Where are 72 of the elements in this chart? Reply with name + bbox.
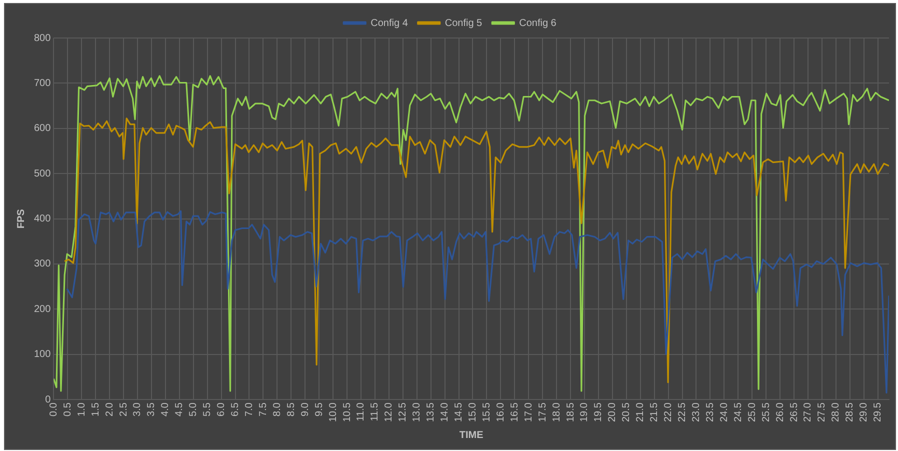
y-tick-label: 100 [34,349,52,360]
x-tick-label: 27.0 [802,402,814,422]
x-tick-label: 26.0 [774,402,786,422]
x-tick-label: 23.0 [690,402,702,422]
x-tick-label: 25.0 [746,402,758,422]
x-tick-label: 1.5 [90,402,102,416]
y-tick-label: 400 [34,214,52,225]
x-tick-label: 4.5 [174,402,186,416]
x-tick-label: 22.0 [663,402,674,422]
x-tick-label: 8.0 [272,402,283,416]
x-tick-label: 22.5 [677,402,688,422]
x-tick-label: 3.5 [146,402,158,416]
x-tick-label: 29.5 [872,402,884,422]
x-tick-label: 21.0 [635,402,646,422]
x-tick-label: 2.0 [104,402,116,416]
y-tick-label: 500 [34,168,52,180]
x-tick-label: 6.5 [230,402,242,416]
x-tick-label: 15.5 [481,402,492,422]
legend-label: Config 4 [370,18,408,29]
x-tick-label: 26.5 [788,402,800,422]
x-tick-label: 19.5 [593,402,604,422]
y-tick-label: 700 [34,78,52,89]
x-tick-label: 2.5 [118,402,130,416]
legend-label: Config 6 [519,18,557,29]
x-tick-label: 15.0 [467,402,478,422]
x-tick-label: 20.5 [621,402,632,422]
x-tick-label: 9.5 [314,402,325,416]
x-tick-label: 17.5 [537,402,548,422]
x-tick-label: 20.0 [607,402,618,422]
x-tick-label: 16.5 [509,402,520,422]
x-tick-label: 24.0 [718,402,730,422]
x-tick-label: 28.0 [830,402,842,422]
y-tick-label: 200 [34,304,52,315]
x-tick-label: 29.0 [858,402,870,422]
y-tick-label: 800 [34,32,52,44]
x-tick-label: 21.5 [649,402,660,422]
x-tick-label: 17.0 [523,402,534,422]
x-tick-label: 13.5 [426,402,437,422]
x-tick-label: 12.5 [398,402,409,422]
x-tick-label: 10.0 [328,402,339,422]
x-tick-label: 13.0 [412,402,423,422]
x-tick-label: 14.0 [440,402,451,422]
x-tick-label: 16.0 [495,402,506,422]
x-tick-label: 18.5 [565,402,576,422]
x-tick-label: 5.5 [202,402,214,416]
x-axis-title: TIME [459,430,484,441]
x-tick-label: 10.5 [342,402,353,422]
x-tick-label: 0.5 [62,402,74,416]
x-tick-label: 24.5 [732,402,744,422]
x-tick-label: 19.0 [579,402,590,422]
legend-label: Config 5 [444,18,483,29]
x-tick-label: 9.0 [300,402,311,416]
x-tick-label: 11.0 [356,402,367,422]
x-tick-label: 25.5 [760,402,772,422]
x-tick-label: 28.5 [844,402,856,422]
x-tick-label: 18.0 [551,402,562,422]
x-tick-label: 7.5 [258,402,269,416]
x-tick-label: 14.5 [454,402,465,422]
x-tick-label: 1.0 [76,402,88,416]
x-tick-label: 5.0 [188,402,200,416]
x-tick-label: 11.5 [370,402,381,422]
x-tick-label: 3.0 [132,402,144,416]
y-axis-title: FPS [16,208,27,228]
x-tick-label: 4.0 [160,402,172,416]
x-tick-label: 12.0 [384,402,395,422]
x-tick-label: 27.5 [816,402,828,422]
x-tick-label: 6.0 [216,402,228,416]
x-tick-label: 7.0 [244,402,255,416]
x-tick-label: 23.5 [704,402,716,422]
x-tick-label: 8.5 [286,402,297,416]
y-tick-label: 600 [34,123,52,134]
y-tick-label: 300 [34,258,52,270]
